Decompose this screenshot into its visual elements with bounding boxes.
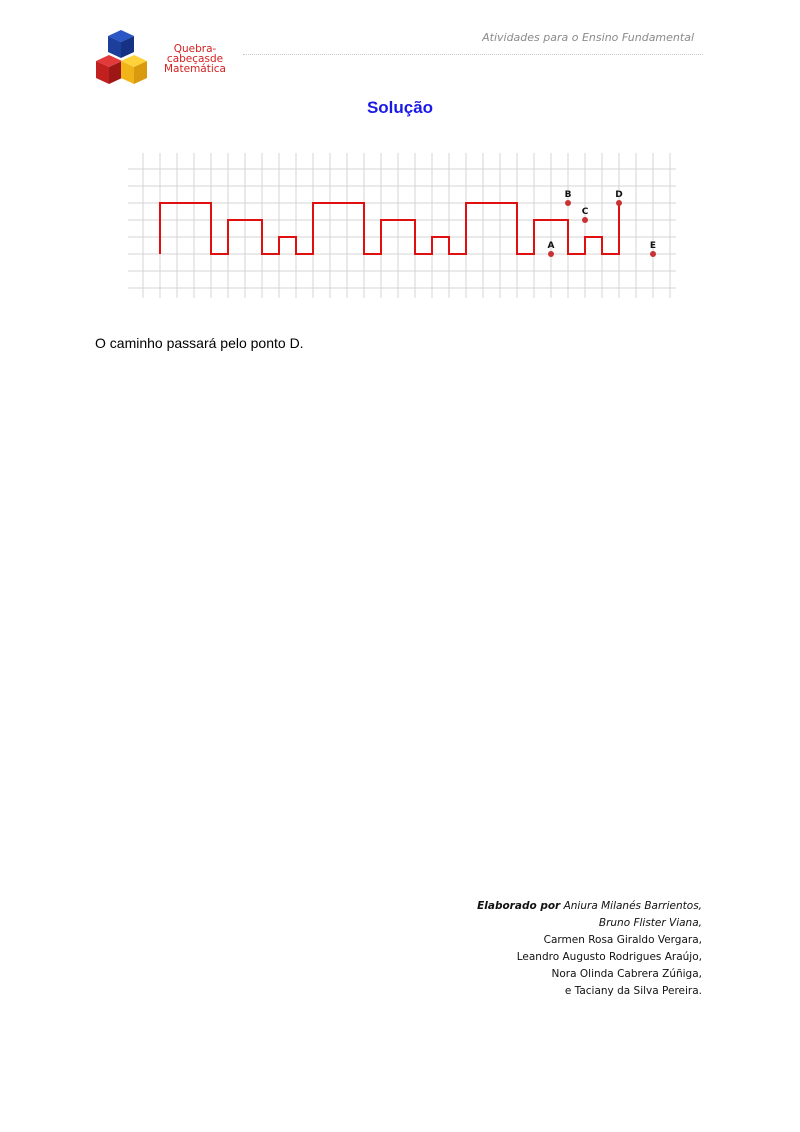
point-a-dot — [548, 251, 554, 257]
logo-text-line1: Quebra-cabeças — [166, 43, 217, 65]
logo-cubes — [96, 30, 147, 84]
credits-name-5: Nora Olinda Cabrera Zúñiga, — [551, 968, 702, 980]
point-e-label: E — [650, 241, 656, 251]
credits-name-3: Carmen Rosa Giraldo Vergara, — [543, 934, 702, 946]
point-d-dot — [616, 200, 622, 206]
grid-path-figure: A BC D E — [128, 153, 676, 298]
credits-name-6: e Taciany da Silva Pereira. — [564, 985, 702, 997]
point-a-label: A — [548, 241, 555, 251]
credits: Elaborado por Aniura Milanés Barrientos,… — [477, 898, 702, 1000]
point-c-label: C — [582, 207, 589, 217]
credits-name-1: Aniura Milanés Barrientos, — [563, 900, 702, 912]
credits-name-2: Bruno Flister Viana, — [598, 917, 702, 929]
point-e-dot — [650, 251, 656, 257]
logo-text: Quebra-cabeçasde Matemática — [150, 43, 240, 75]
point-b-label: B — [565, 190, 572, 200]
logo-text-line2: de Matemática — [164, 53, 226, 75]
page-title: Solução — [366, 98, 434, 117]
point-b-dot — [565, 200, 571, 206]
point-d-label: D — [615, 190, 622, 200]
red-path — [159, 202, 620, 255]
point-c-dot — [582, 217, 588, 223]
points-group: A BC D E — [548, 190, 656, 257]
header-subtitle: Atividades para o Ensino Fundamental — [482, 31, 694, 44]
header-divider — [243, 54, 703, 55]
answer-text: O caminho passará pelo ponto D. — [95, 335, 304, 351]
credits-lead: Elaborado por — [477, 900, 561, 912]
credits-name-4: Leandro Augusto Rodrigues Araújo, — [516, 951, 702, 963]
